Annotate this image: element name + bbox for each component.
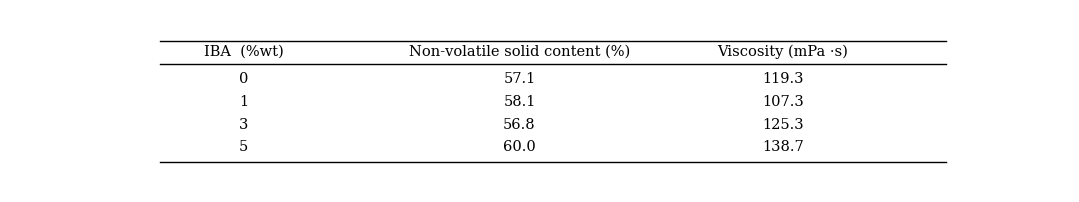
Text: 5: 5 [238,140,248,154]
Text: 1: 1 [240,95,248,109]
Text: 56.8: 56.8 [503,118,536,132]
Text: Viscosity (mPa ·s): Viscosity (mPa ·s) [718,45,848,59]
Text: Non-volatile solid content (%): Non-volatile solid content (%) [409,45,630,59]
Text: 138.7: 138.7 [762,140,804,154]
Text: 125.3: 125.3 [762,118,804,132]
Text: IBA  (%wt): IBA (%wt) [204,45,284,59]
Text: 57.1: 57.1 [504,72,535,86]
Text: 107.3: 107.3 [762,95,804,109]
Text: 60.0: 60.0 [503,140,536,154]
Text: 58.1: 58.1 [503,95,536,109]
Text: 3: 3 [238,118,248,132]
Text: 0: 0 [238,72,248,86]
Text: 119.3: 119.3 [762,72,804,86]
